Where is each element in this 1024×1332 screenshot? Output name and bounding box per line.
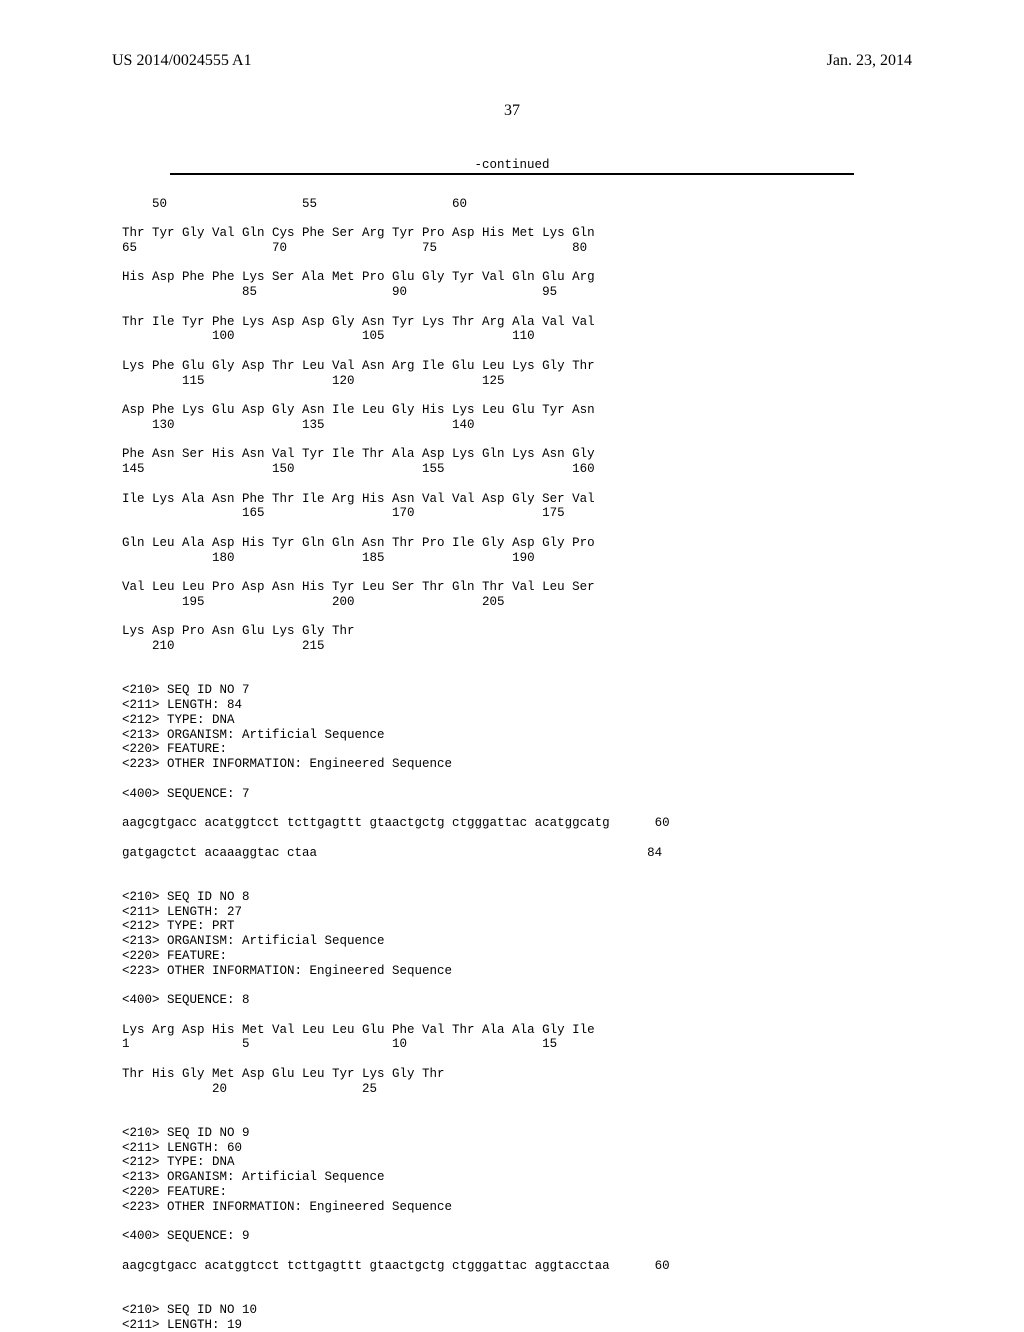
publication-number: US 2014/0024555 A1 <box>112 52 252 70</box>
page-number: 37 <box>0 102 1024 120</box>
patent-page: US 2014/0024555 A1 Jan. 23, 2014 37 -con… <box>0 0 1024 1320</box>
continued-label: -continued <box>0 158 1024 172</box>
publication-date: Jan. 23, 2014 <box>827 52 912 70</box>
sequence-listing: 50 55 60 Thr Tyr Gly Val Gln Cys Phe Ser… <box>122 197 902 1332</box>
section-rule <box>170 173 854 175</box>
